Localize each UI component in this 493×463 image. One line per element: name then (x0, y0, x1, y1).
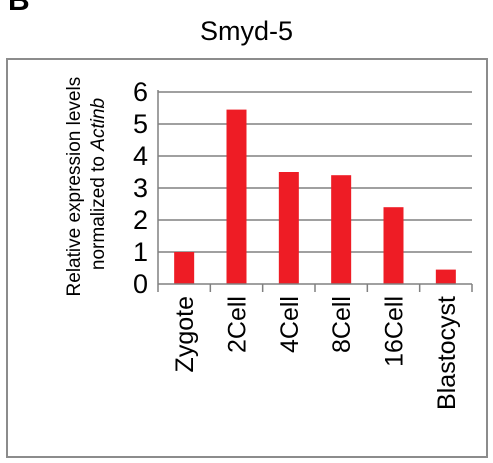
panel-letter: B (8, 0, 30, 17)
chart-title: Smyd-5 (199, 16, 294, 46)
y-tick-label-0: 0 (133, 269, 148, 299)
bar-16cell (383, 207, 404, 284)
x-tick-label-2cell: 2Cell (224, 296, 252, 353)
x-tick-label-4cell: 4Cell (276, 296, 304, 353)
bar-blastocyst (435, 269, 456, 284)
axes (157, 90, 473, 292)
gridlines (158, 91, 472, 253)
y-axis-label-gene: Actinb (88, 98, 109, 152)
x-tick-label-zygote: Zygote (171, 296, 199, 372)
y-axis-label: Relative expression levels normalized to… (64, 72, 109, 297)
bar-2cell (226, 109, 247, 284)
y-tick-label-2: 2 (133, 205, 148, 235)
x-tick-labels: Zygote 2Cell 4Cell 8Cell 16Cell Blastocyst (171, 296, 461, 410)
bars (174, 109, 456, 284)
y-axis-label-line1: Relative expression levels (64, 77, 85, 297)
y-axis-label-line2: normalized to Actinb (88, 98, 109, 270)
y-tick-label-3: 3 (133, 173, 148, 203)
y-tick-label-5: 5 (133, 109, 148, 139)
bar-4cell (278, 172, 299, 284)
x-tick-label-blastocyst: Blastocyst (433, 296, 461, 410)
y-axis-label-prefix: normalized to (88, 151, 109, 270)
y-tick-label-1: 1 (133, 237, 148, 267)
bar-zygote (174, 252, 195, 284)
y-tick-label-4: 4 (133, 141, 148, 171)
x-tick-label-8cell: 8Cell (328, 296, 356, 353)
x-tick-label-16cell: 16Cell (381, 296, 409, 367)
bar-8cell (331, 175, 352, 284)
y-tick-label-6: 6 (133, 77, 148, 107)
